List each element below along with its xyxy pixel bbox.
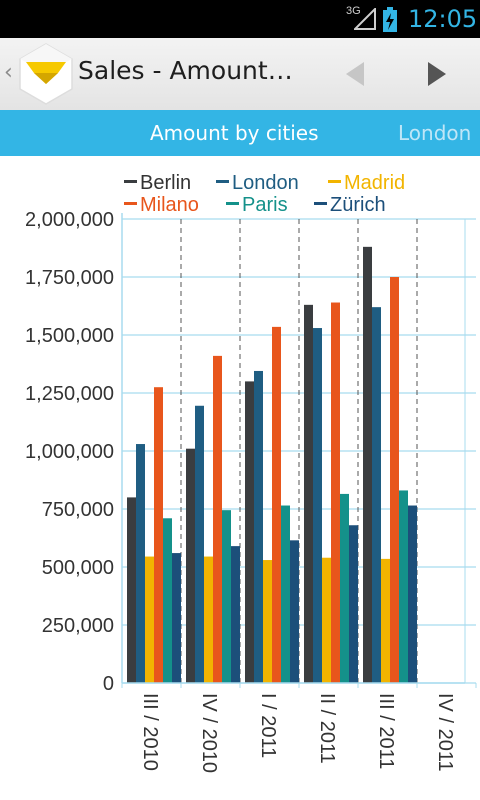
battery-charging-icon xyxy=(383,7,397,32)
bar-london xyxy=(254,370,263,683)
bar-london xyxy=(313,328,322,683)
diamond-logo-icon[interactable] xyxy=(18,42,74,106)
bar-paris xyxy=(163,518,172,683)
bar-berlin xyxy=(304,304,313,683)
bar-london xyxy=(136,444,145,683)
x-tick-label: IV / 2010 xyxy=(198,693,220,773)
x-tick-label: I / 2011 xyxy=(257,693,279,758)
bar-madrid xyxy=(322,557,331,683)
legend-swatch-berlin xyxy=(124,180,137,183)
bar-z-rich xyxy=(349,525,358,683)
legend-label-z-rich: Zürich xyxy=(330,194,386,216)
bar-z-rich xyxy=(172,553,181,683)
bar-chart: 0 250,000 500,000 750,000 1,000,000 1,250,000… xyxy=(25,172,477,773)
y-tick-label: 1,000,000 xyxy=(25,441,114,463)
bar-berlin xyxy=(127,497,136,683)
bar-madrid xyxy=(204,556,213,683)
legend-label-milano: Milano xyxy=(140,194,199,216)
action-bar: ‹ Sales - Amount… xyxy=(0,38,480,111)
legend-label-madrid: Madrid xyxy=(344,172,405,194)
bar-madrid xyxy=(381,558,390,683)
bar-milano xyxy=(390,277,399,683)
bar-berlin xyxy=(363,246,372,683)
y-tick-label: 2,000,000 xyxy=(25,209,114,231)
y-tick-label: 0 xyxy=(103,673,114,695)
y-tick-label: 1,500,000 xyxy=(25,325,114,347)
network-type: 3G xyxy=(346,5,361,17)
status-bar: 3G 12:05 xyxy=(0,0,480,38)
x-tick-label: III / 2011 xyxy=(375,693,397,769)
bar-milano xyxy=(331,302,340,683)
bar-berlin xyxy=(186,448,195,683)
legend-label-london: London xyxy=(232,172,299,194)
legend-label-berlin: Berlin xyxy=(140,172,191,194)
signal-icon xyxy=(354,8,376,30)
bar-z-rich xyxy=(290,540,299,683)
bar-london xyxy=(372,307,381,683)
page-title: Sales - Amount… xyxy=(78,56,293,85)
tab-amount-by-cities[interactable]: Amount by cities xyxy=(150,121,319,145)
y-tick-label: 250,000 xyxy=(42,615,114,637)
bar-z-rich xyxy=(408,505,417,683)
bar-paris xyxy=(222,510,231,683)
bar-madrid xyxy=(145,556,154,683)
bar-milano xyxy=(154,387,163,683)
legend-swatch-milano xyxy=(124,202,137,205)
previous-arrow-icon[interactable] xyxy=(336,54,376,94)
tab-london[interactable]: London xyxy=(398,121,472,145)
tab-strip: Amount by cities London xyxy=(0,110,480,156)
y-tick-label: 1,250,000 xyxy=(25,383,114,405)
legend-swatch-london xyxy=(216,180,229,183)
bar-milano xyxy=(213,355,222,683)
up-caret-icon[interactable]: ‹ xyxy=(4,60,13,85)
y-tick-label: 1,750,000 xyxy=(25,267,114,289)
bar-paris xyxy=(281,505,290,683)
legend-swatch-madrid xyxy=(328,180,341,183)
x-tick-label: II / 2011 xyxy=(316,693,338,764)
bar-z-rich xyxy=(231,546,240,683)
legend-swatch-z-rich xyxy=(314,202,327,205)
y-tick-label: 750,000 xyxy=(42,499,114,521)
bar-london xyxy=(195,405,204,683)
bar-paris xyxy=(399,490,408,683)
bar-paris xyxy=(340,493,349,683)
bar-madrid xyxy=(263,560,272,683)
clock: 12:05 xyxy=(408,5,478,33)
legend-label-paris: Paris xyxy=(242,194,288,216)
x-tick-label: III / 2010 xyxy=(139,693,161,771)
y-tick-label: 500,000 xyxy=(42,557,114,579)
bar-milano xyxy=(272,326,281,683)
next-arrow-icon[interactable] xyxy=(416,54,456,94)
x-tick-label: IV / 2011 xyxy=(434,693,456,772)
legend-swatch-paris xyxy=(226,202,239,205)
bar-berlin xyxy=(245,381,254,683)
